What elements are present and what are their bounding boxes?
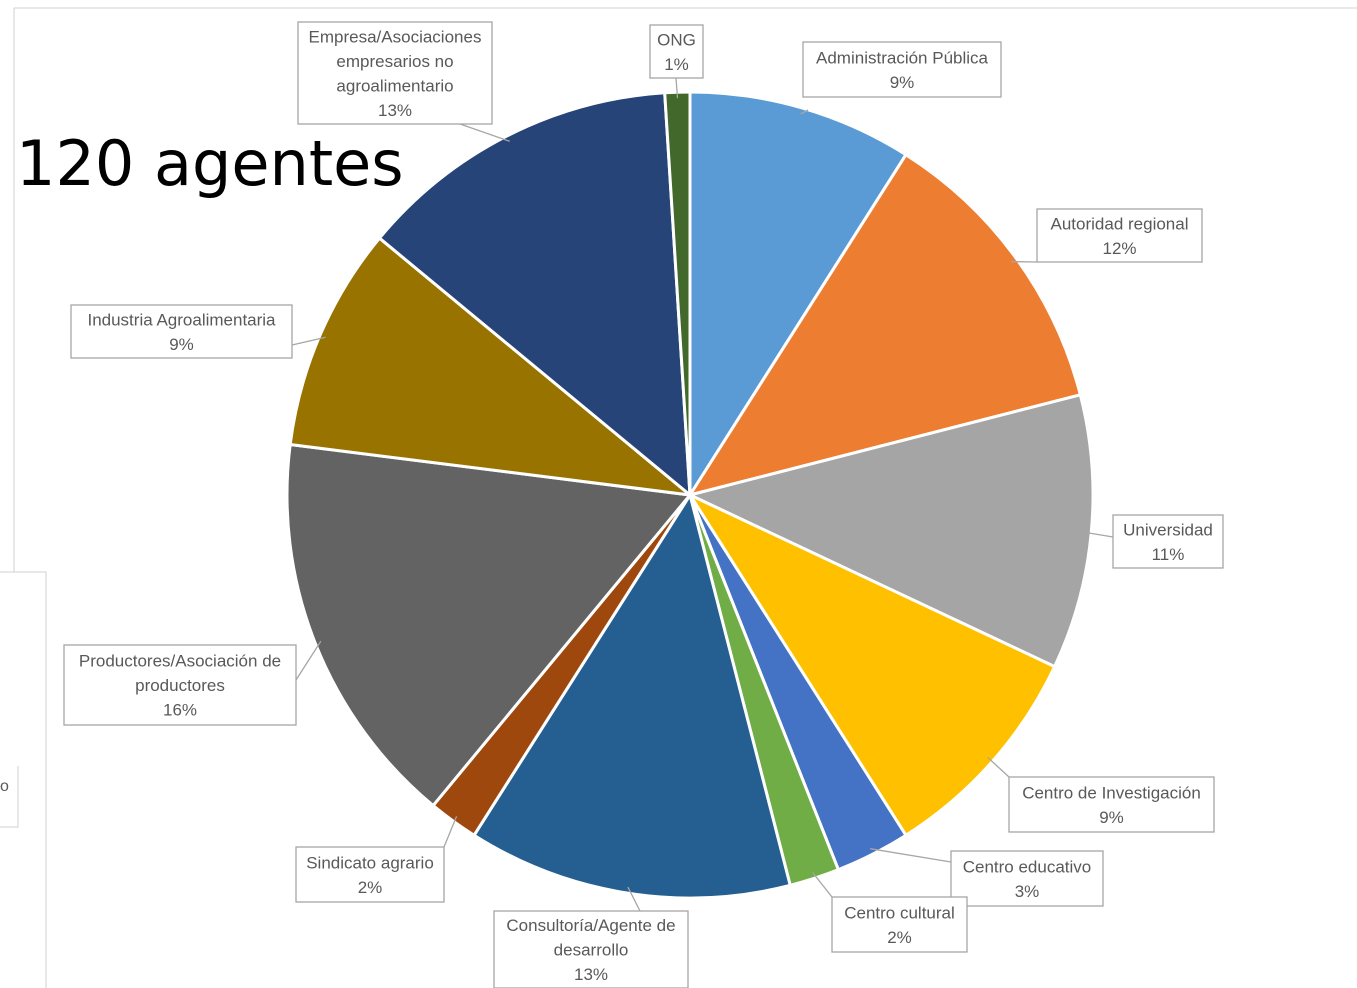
data-label-percent: 3% [1015, 882, 1040, 901]
data-label-percent: 9% [169, 335, 194, 354]
leader-line [987, 757, 1010, 778]
data-label-category: Autoridad regional [1051, 214, 1189, 233]
callout-box [802, 41, 1002, 98]
data-label-percent: 9% [890, 73, 915, 92]
data-label-category: Centro de Investigación [1022, 783, 1201, 802]
callout-box [649, 24, 704, 79]
leader-line [1085, 531, 1114, 538]
callout-box [63, 644, 297, 726]
data-label-category: Consultoría/Agente de [506, 916, 675, 935]
pie-slice [285, 442, 692, 808]
leader-line [443, 815, 458, 848]
leader-line [812, 872, 833, 898]
data-label-category: Empresa/Asociaciones [309, 27, 482, 46]
data-label-percent: 12% [1102, 239, 1136, 258]
callout-box [831, 896, 968, 953]
data-label-percent: 1% [664, 55, 689, 74]
data-label-category: agroalimentario [336, 76, 453, 95]
data-label-category: empresarios no [336, 52, 453, 71]
pie-slice [688, 90, 908, 497]
data-label-category: Centro educativo [963, 857, 1092, 876]
leader-line [800, 109, 809, 115]
callout-box [950, 850, 1104, 907]
callout-box [295, 846, 445, 903]
pie-slice [288, 236, 692, 497]
callout-labels: Administración Pública 9% Autoridad region… [63, 21, 1224, 988]
leader-line [459, 123, 511, 142]
data-label-percent: 2% [358, 878, 383, 897]
callout-box [493, 910, 689, 988]
leader-line [627, 886, 641, 912]
callout-box [297, 21, 493, 125]
callout-box [1112, 514, 1224, 569]
leader-line [675, 77, 679, 99]
frame-lines [0, 7, 1357, 988]
callout-box [70, 304, 293, 359]
leader-line [291, 336, 326, 346]
pie-slice [377, 91, 692, 497]
data-label-category: productores [135, 676, 225, 695]
data-label-category: Centro cultural [844, 903, 955, 922]
data-label-category: Industria Agroalimentaria [87, 310, 276, 329]
data-label-percent: 13% [574, 965, 608, 984]
pie-slice [688, 153, 1082, 497]
data-label-category: desarrollo [554, 941, 629, 960]
data-label-category: Sindicato agrario [306, 853, 434, 872]
data-label-percent: 11% [1152, 545, 1185, 564]
callout-box [1036, 208, 1203, 263]
clipped-label-fragment: o [0, 778, 9, 795]
data-label-percent: 13% [378, 101, 412, 120]
leader-line [870, 848, 952, 863]
pie-slices [285, 90, 1095, 900]
chart-title: 120 agentes [16, 127, 404, 200]
data-label-category: ONG [657, 30, 696, 49]
data-label-category: Productores/Asociación de [79, 652, 281, 671]
data-label-percent: 9% [1099, 808, 1124, 827]
callout-box [1008, 776, 1215, 833]
data-label-percent: 2% [887, 928, 912, 947]
leader-line [295, 640, 322, 681]
data-label-percent: 16% [163, 701, 197, 720]
data-label-category: Administración Pública [816, 48, 989, 67]
data-label-category: Universidad [1123, 520, 1213, 539]
pie-slice [472, 493, 792, 900]
